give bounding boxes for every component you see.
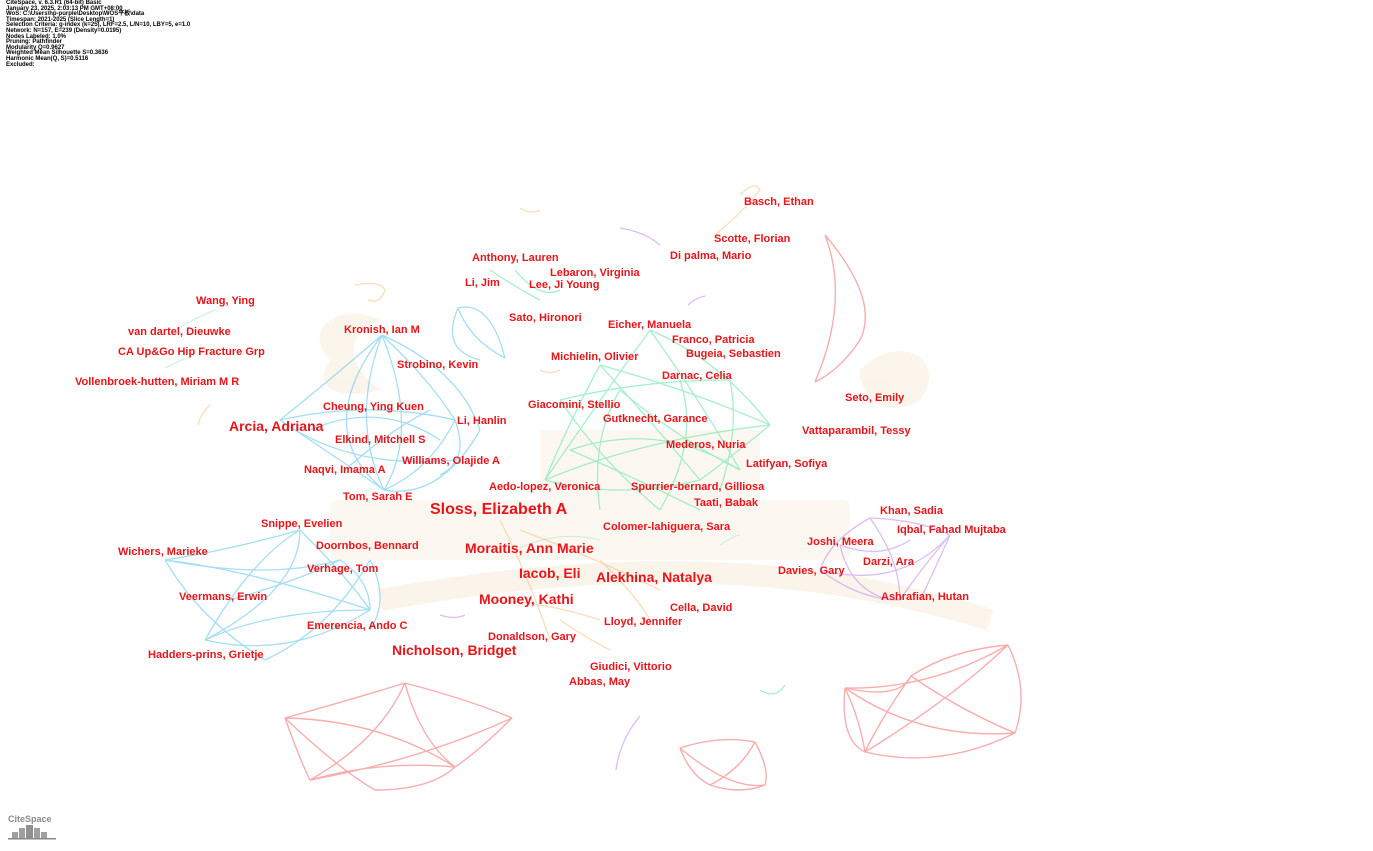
author-label: Giudici, Vittorio (590, 661, 672, 673)
author-label: Colomer-lahiguera, Sara (603, 521, 731, 533)
author-label: Bugeia, Sebastien (686, 348, 781, 360)
author-label: Darzi, Ara (863, 556, 915, 568)
author-label: Moraitis, Ann Marie (465, 540, 594, 556)
info-line: CiteSpace, v. 6.3.R1 (64-bit) Basic (6, 0, 102, 6)
info-line: Selection Criteria: g-index (k=25), LRF=… (6, 22, 191, 29)
author-label: Hadders-prins, Grietje (148, 649, 264, 661)
info-line: WoS: C:\Users\hp-purple\Desktop\WOS平板\da… (6, 11, 145, 18)
author-label: Scotte, Florian (714, 233, 791, 245)
author-label: Cella, David (670, 602, 732, 614)
author-label: Tom, Sarah E (343, 491, 412, 503)
author-label: Vollenbroek-hutten, Miriam M R (75, 376, 239, 388)
citespace-logo: CiteSpace (4, 814, 60, 842)
author-label: Taati, Babak (694, 497, 759, 509)
info-line: Harmonic Mean(Q, S)=0.5116 (6, 55, 89, 62)
author-label: Vattaparambil, Tessy (802, 425, 912, 437)
author-label: Sloss, Elizabeth A (430, 501, 568, 518)
author-label: Elkind, Mitchell S (335, 434, 425, 446)
author-label: Basch, Ethan (744, 196, 814, 208)
cluster-faint-lines (164, 309, 741, 549)
author-label: Iqbal, Fahad Mujtaba (897, 524, 1007, 536)
author-label: Wang, Ying (196, 295, 255, 307)
author-label: Sato, Hironori (509, 312, 582, 324)
author-label: van dartel, Dieuwke (128, 326, 231, 338)
author-label: Anthony, Lauren (472, 252, 559, 264)
author-label: Mederos, Nuria (666, 439, 746, 451)
author-label: Iacob, Eli (519, 565, 580, 581)
author-label: Darnac, Celia (662, 370, 733, 382)
info-line: Modularity Q=0.9627 (6, 44, 65, 51)
logo-skyline-icon (8, 825, 56, 840)
author-label: Li, Hanlin (457, 415, 507, 427)
logo-text: CiteSpace (8, 814, 52, 824)
info-line: Nodes Labeled: 1.0% (6, 33, 67, 40)
author-label: Emerencia, Ando C (307, 620, 408, 632)
author-label: Lloyd, Jennifer (604, 616, 683, 628)
info-line: Timespan: 2021-2025 (Slice Length=1) (6, 16, 115, 23)
author-label: Khan, Sadia (880, 505, 944, 517)
author-label: Lebaron, Virginia (550, 267, 641, 279)
info-line: January 23, 2025, 2:03:13 PM GMT+08:00 (6, 5, 123, 12)
background-watermark (319, 313, 994, 631)
author-label: Cheung, Ying Kuen (323, 401, 424, 413)
cluster-blue (164, 306, 506, 661)
author-label: Verhage, Tom (307, 563, 379, 575)
author-label: Williams, Olajide A (402, 455, 500, 467)
author-labels: Basch, Ethan Scotte, Florian Di palma, Mar… (75, 196, 1007, 688)
author-label: Nicholson, Bridget (392, 642, 517, 658)
author-label: Kronish, Ian M (344, 324, 420, 336)
cluster-red (284, 234, 1022, 791)
author-label: Veermans, Erwin (179, 591, 267, 603)
author-label: Ashrafian, Hutan (881, 591, 969, 603)
author-label: Giacomini, Stellio (528, 399, 621, 411)
author-label: Joshi, Meera (807, 536, 875, 548)
info-line: Pruning: Pathfinder (6, 39, 62, 46)
info-panel: CiteSpace, v. 6.3.R1 (64-bit) Basic Janua… (6, 0, 191, 68)
author-label: Davies, Gary (778, 565, 846, 577)
author-label: Michielin, Olivier (551, 351, 639, 363)
author-label: Li, Jim (465, 277, 500, 289)
author-label: Snippe, Evelien (261, 518, 343, 530)
author-label: Arcia, Adriana (229, 418, 324, 434)
author-label: Naqvi, Imama A (304, 464, 386, 476)
author-label: Strobino, Kevin (397, 359, 479, 371)
author-label: Donaldson, Gary (488, 631, 577, 643)
cluster-green (489, 269, 786, 695)
author-label: Mooney, Kathi (479, 591, 574, 607)
cluster-orange (197, 185, 761, 651)
author-label: Gutknecht, Garance (603, 413, 708, 425)
author-label: Eicher, Manuela (608, 319, 692, 331)
info-line: Weighted Mean Silhouette S=0.3636 (6, 50, 109, 57)
author-label: Spurrier-bernard, Gilliosa (631, 481, 765, 493)
author-label: CA Up&Go Hip Fracture Grp (118, 346, 265, 358)
author-label: Alekhina, Natalya (596, 569, 712, 585)
author-label: Aedo-lopez, Veronica (489, 481, 601, 493)
author-label: Abbas, May (569, 676, 631, 688)
author-label: Seto, Emily (845, 392, 905, 404)
info-line: Excluded: (6, 61, 35, 68)
author-label: Wichers, Marieke (118, 546, 208, 558)
author-label: Latifyan, Sofiya (746, 458, 828, 470)
author-label: Franco, Patricia (672, 334, 755, 346)
author-label: Di palma, Mario (670, 250, 752, 262)
author-label: Lee, Ji Young (529, 279, 600, 291)
info-line: Network: N=157, E=239 (Density=0.0195) (6, 27, 122, 34)
cluster-purple (439, 227, 951, 771)
author-label: Doornbos, Bennard (316, 540, 419, 552)
